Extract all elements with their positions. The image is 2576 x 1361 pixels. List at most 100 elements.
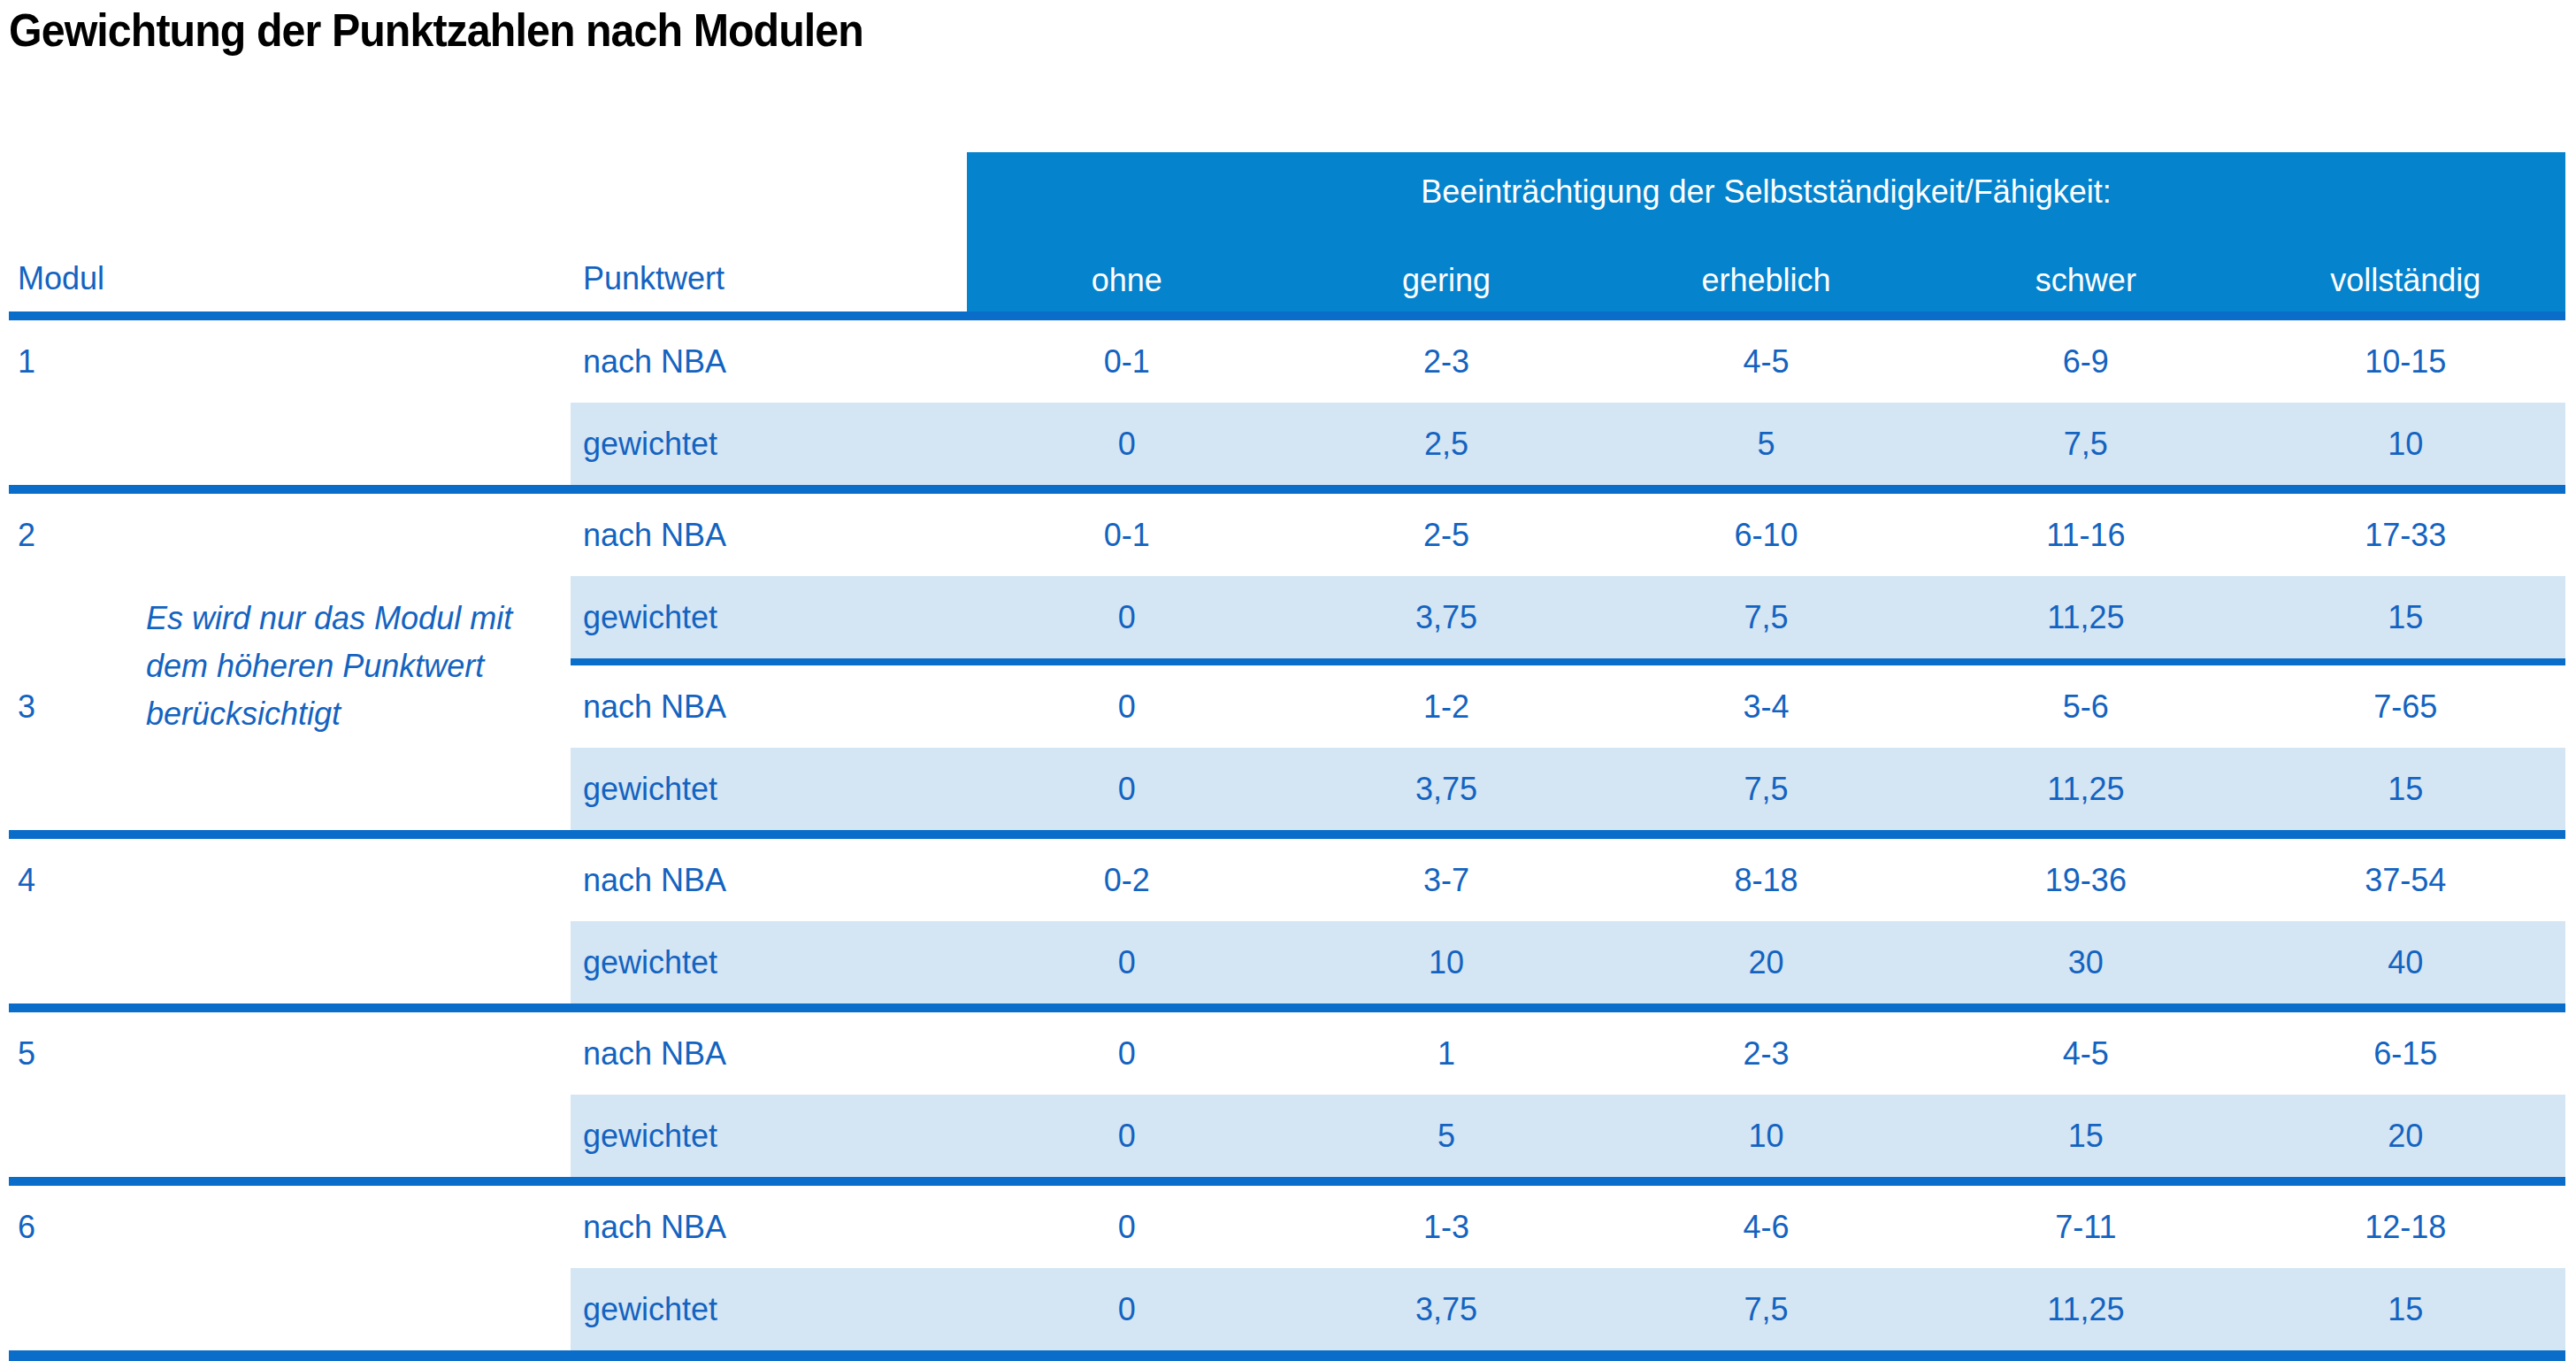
cell-value: 2-3 — [1606, 1012, 1926, 1095]
divider — [9, 485, 2565, 494]
row-label-nach-nba: nach NBA — [571, 1186, 967, 1268]
module-number: 4 — [9, 839, 571, 921]
column-header-modul: Modul — [9, 152, 571, 311]
divider — [9, 311, 2565, 320]
cell-value: 0 — [967, 403, 1286, 485]
divider — [9, 1177, 2565, 1186]
cell-value: 6-9 — [1926, 320, 2245, 403]
cell-value: 7,5 — [1926, 403, 2245, 485]
note-module-2-3: Es wird nur das Modul mit dem höheren Pu… — [146, 595, 571, 738]
cell-value: 4-5 — [1606, 320, 1926, 403]
cell-value: 15 — [2246, 1268, 2565, 1350]
column-header-ohne: ohne — [967, 262, 1286, 299]
cell-value: 0-2 — [967, 839, 1286, 921]
column-header-schwer: schwer — [1926, 262, 2245, 299]
table-row: gewichtet 0 3,75 7,5 11,25 15 — [9, 1268, 2565, 1350]
cell-value: 1-3 — [1286, 1186, 1606, 1268]
cell-value: 3,75 — [1286, 1268, 1606, 1350]
row-label-gewichtet: gewichtet — [571, 576, 967, 658]
cell-value: 11-16 — [1926, 494, 2245, 576]
cell-value: 0 — [967, 748, 1286, 830]
row-label-gewichtet: gewichtet — [571, 403, 967, 485]
cell-value: 10 — [1606, 1095, 1926, 1177]
severity-level-headers: ohne gering erheblich schwer vollständig — [967, 262, 2565, 299]
cell-value: 1 — [1286, 1012, 1606, 1095]
cell-value: 4-5 — [1926, 1012, 2245, 1095]
page-title: Gewichtung der Punktzahlen nach Modulen — [9, 4, 863, 57]
table-row: gewichtet 0 5 10 15 20 — [9, 1095, 2565, 1177]
table-row: 6 nach NBA 0 1-3 4-6 7-11 12-18 — [9, 1186, 2565, 1268]
cell-value: 7,5 — [1606, 576, 1926, 658]
module-number: 5 — [9, 1012, 571, 1095]
row-label-nach-nba: nach NBA — [571, 665, 967, 748]
cell-value: 15 — [2246, 576, 2565, 658]
cell-value: 37-54 — [2246, 839, 2565, 921]
weighting-table: Modul Punktwert Beeinträchtigung der Sel… — [9, 152, 2565, 1361]
cell-value: 2,5 — [1286, 403, 1606, 485]
cell-value: 4-6 — [1606, 1186, 1926, 1268]
cell-value: 7-11 — [1926, 1186, 2245, 1268]
cell-value: 11,25 — [1926, 576, 2245, 658]
module-number: 1 — [9, 320, 571, 403]
cell-value: 3-7 — [1286, 839, 1606, 921]
column-header-vollstaendig: vollständig — [2246, 262, 2565, 299]
cell-value: 20 — [2246, 1095, 2565, 1177]
cell-value: 3,75 — [1286, 748, 1606, 830]
module-number: 6 — [9, 1186, 571, 1268]
cell-value: 15 — [2246, 748, 2565, 830]
cell-value: 3,75 — [1286, 576, 1606, 658]
divider — [9, 1003, 2565, 1012]
table-row: 1 nach NBA 0-1 2-3 4-5 6-9 10-15 — [9, 320, 2565, 403]
table-row: 2 nach NBA 0-1 2-5 6-10 11-16 17-33 — [9, 494, 2565, 576]
cell-value: 5 — [1606, 403, 1926, 485]
column-header-gering: gering — [1286, 262, 1606, 299]
row-label-nach-nba: nach NBA — [571, 1012, 967, 1095]
cell-value: 0 — [967, 1095, 1286, 1177]
table-row: gewichtet 0 10 20 30 40 — [9, 921, 2565, 1003]
row-label-gewichtet: gewichtet — [571, 748, 967, 830]
cell-value: 5 — [1286, 1095, 1606, 1177]
cell-value: 2-3 — [1286, 320, 1606, 403]
cell-value: 2-5 — [1286, 494, 1606, 576]
table-header-row: Modul Punktwert Beeinträchtigung der Sel… — [9, 152, 2565, 311]
cell-value: 20 — [1606, 921, 1926, 1003]
cell-value: 10-15 — [2246, 320, 2565, 403]
cell-value: 0-1 — [967, 320, 1286, 403]
module-number: 2 — [9, 494, 571, 576]
row-label-gewichtet: gewichtet — [571, 921, 967, 1003]
cell-value: 6-15 — [2246, 1012, 2565, 1095]
divider — [9, 830, 2565, 839]
cell-value: 15 — [1926, 1095, 2245, 1177]
cell-value: 1-2 — [1286, 665, 1606, 748]
cell-value: 0 — [967, 1012, 1286, 1095]
cell-value: 0 — [967, 1186, 1286, 1268]
cell-value: 3-4 — [1606, 665, 1926, 748]
cell-value: 12-18 — [2246, 1186, 2565, 1268]
row-label-nach-nba: nach NBA — [571, 494, 967, 576]
cell-value: 0 — [967, 1268, 1286, 1350]
cell-value: 0 — [967, 921, 1286, 1003]
cell-value: 7-65 — [2246, 665, 2565, 748]
impairment-group-title: Beeinträchtigung der Selbstständigkeit/F… — [967, 173, 2565, 211]
column-header-punktwert: Punktwert — [571, 152, 967, 311]
cell-value: 0 — [967, 576, 1286, 658]
row-label-nach-nba: nach NBA — [571, 320, 967, 403]
cell-value: 30 — [1926, 921, 2245, 1003]
table-row: gewichtet 0 3,75 7,5 11,25 15 — [9, 748, 2565, 830]
row-label-gewichtet: gewichtet — [571, 1095, 967, 1177]
column-header-erheblich: erheblich — [1606, 262, 1926, 299]
table-row: gewichtet 0 2,5 5 7,5 10 — [9, 403, 2565, 485]
cell-value: 7,5 — [1606, 748, 1926, 830]
row-label-nach-nba: nach NBA — [571, 839, 967, 921]
divider — [9, 1350, 2565, 1361]
impairment-header-block: Beeinträchtigung der Selbstständigkeit/F… — [967, 152, 2565, 311]
cell-value: 6-10 — [1606, 494, 1926, 576]
cell-value: 5-6 — [1926, 665, 2245, 748]
cell-value: 8-18 — [1606, 839, 1926, 921]
cell-value: 7,5 — [1606, 1268, 1926, 1350]
cell-value: 0 — [967, 665, 1286, 748]
row-label-gewichtet: gewichtet — [571, 1268, 967, 1350]
cell-value: 11,25 — [1926, 1268, 2245, 1350]
table-row: 5 nach NBA 0 1 2-3 4-5 6-15 — [9, 1012, 2565, 1095]
cell-value: 19-36 — [1926, 839, 2245, 921]
